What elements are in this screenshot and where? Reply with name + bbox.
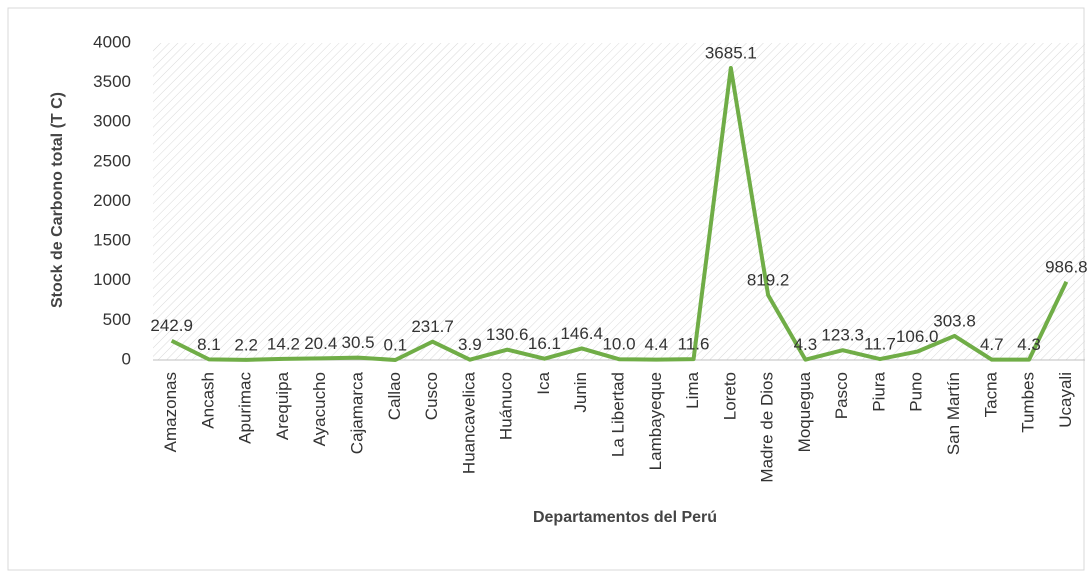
x-tick-label: Loreto — [720, 372, 739, 420]
x-tick-label: Tumbes — [1019, 372, 1038, 433]
y-tick-label: 0 — [122, 349, 131, 368]
y-tick-label: 2500 — [93, 151, 131, 170]
y-tick-label: 3500 — [93, 72, 131, 91]
x-tick-label: Ucayali — [1056, 372, 1075, 428]
x-tick-label: Pasco — [832, 372, 851, 419]
data-label: 8.1 — [197, 335, 221, 354]
data-label: 986.8 — [1045, 257, 1088, 276]
data-label: 11.6 — [678, 335, 710, 354]
data-label: 16.1 — [528, 334, 561, 353]
x-tick-label: La Libertad — [608, 372, 627, 457]
x-tick-label: Huánuco — [497, 372, 516, 440]
x-axis-title: Departamentos del Perú — [533, 509, 717, 526]
x-tick-label: Cusco — [422, 372, 441, 420]
data-label: 4.4 — [644, 335, 668, 354]
x-tick-label: Arequipa — [273, 371, 292, 440]
data-label: 11.7 — [864, 335, 896, 354]
y-tick-label: 1500 — [93, 231, 131, 250]
x-tick-label: San Martín — [944, 372, 963, 455]
x-tick-label: Lima — [683, 371, 702, 408]
y-tick-label: 3000 — [93, 112, 131, 131]
y-tick-label: 4000 — [93, 32, 131, 51]
data-label: 4.7 — [980, 335, 1004, 354]
x-tick-label: Lambayeque — [646, 372, 665, 470]
data-label: 3685.1 — [705, 43, 757, 62]
data-label: 146.4 — [560, 324, 603, 343]
data-label: 123.3 — [821, 326, 864, 345]
y-tick-label: 1000 — [93, 270, 131, 289]
x-tick-label: Apurimac — [236, 372, 255, 444]
x-tick-label: Ancash — [198, 372, 217, 429]
data-label: 130.6 — [486, 325, 529, 344]
data-label: 30.5 — [341, 333, 374, 352]
y-tick-label: 500 — [103, 310, 131, 329]
x-tick-label: Amazonas — [161, 372, 180, 452]
x-tick-label: Puno — [907, 372, 926, 412]
data-line — [170, 65, 1069, 362]
x-tick-label: Piura — [869, 371, 888, 411]
data-label: 4.3 — [1017, 335, 1041, 354]
x-tick-label: Ayacucho — [310, 372, 329, 446]
x-tick-label: Callao — [385, 372, 404, 420]
data-label: 231.7 — [411, 317, 454, 336]
x-tick-label: Moquegua — [795, 371, 814, 452]
plot-background — [153, 43, 1085, 360]
y-tick-label: 2000 — [93, 191, 131, 210]
data-label: 3.9 — [458, 335, 482, 354]
data-label: 4.3 — [794, 335, 818, 354]
data-label: 242.9 — [150, 316, 193, 335]
x-tick-label: Cajamarca — [348, 371, 367, 454]
data-label: 106.0 — [896, 327, 939, 346]
data-label: 303.8 — [933, 311, 976, 330]
data-label: 0.1 — [383, 335, 407, 354]
x-tick-label: Ica — [534, 371, 553, 394]
data-label: 2.2 — [234, 335, 258, 354]
data-label: 14.2 — [267, 334, 300, 353]
data-label: 10.0 — [602, 335, 635, 354]
x-tick-label: Junin — [571, 372, 590, 413]
x-tick-label: Tacna — [981, 371, 1000, 417]
y-axis-title: Stock de Carbono total (T C) — [49, 92, 66, 308]
data-label: 819.2 — [747, 271, 790, 290]
x-tick-label: Huancavelica — [459, 371, 478, 474]
x-tick-label: Madre de Dios — [758, 372, 777, 483]
data-label: 20.4 — [304, 334, 337, 353]
